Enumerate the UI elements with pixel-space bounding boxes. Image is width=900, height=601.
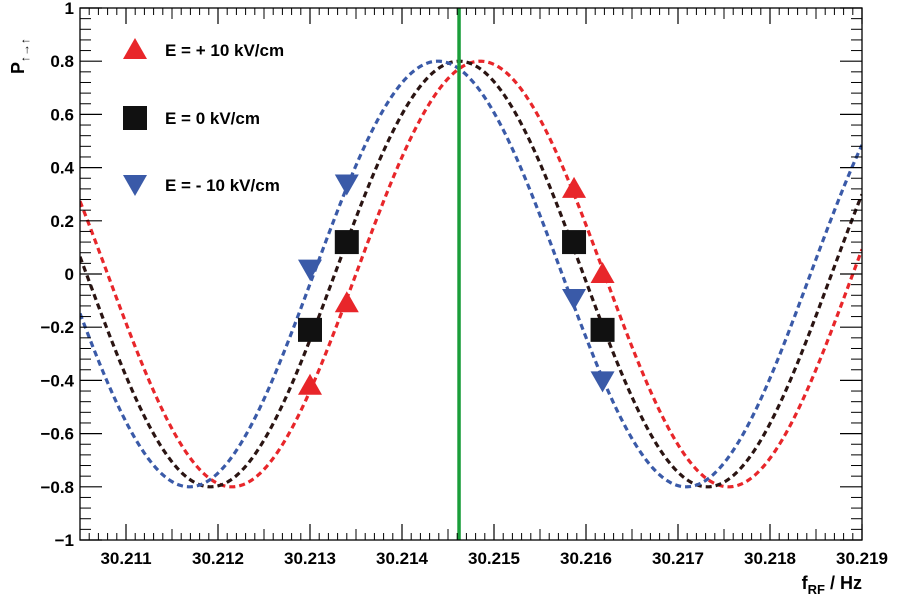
- y-tick-label: 0.6: [50, 105, 74, 124]
- x-tick-label: 30.217: [652, 549, 704, 568]
- y-axis-ticks: −1 −0.8 −0.6 −0.4 −0.2 0 0.2 0.4 0.6 0.8 1: [40, 0, 862, 550]
- marker-1-1: [334, 230, 359, 255]
- x-tick-label: 30.212: [192, 549, 244, 568]
- marker-1-2: [562, 230, 587, 255]
- y-tick-label: −0.2: [40, 318, 74, 337]
- marker-0-0: [298, 373, 322, 395]
- y-tick-label: 1: [65, 0, 74, 18]
- x-tick-label: 30.216: [560, 549, 612, 568]
- x-axis-title: fRF / Hz: [802, 573, 862, 597]
- x-tick-label: 30.218: [744, 549, 796, 568]
- x-axis-title-main: f: [802, 573, 809, 593]
- x-tick-label: 30.213: [284, 549, 336, 568]
- data-markers: [298, 174, 615, 395]
- y-tick-label: 0.4: [50, 159, 74, 178]
- marker-2-1: [334, 174, 359, 196]
- marker-2-0: [298, 259, 322, 281]
- legend-marker-0: [123, 38, 147, 59]
- plot-frame: [79, 7, 863, 541]
- y-tick-label: 0.8: [50, 52, 74, 71]
- legend: E = + 10 kV/cm E = 0 kV/cm E = - 10 kV/cm: [123, 38, 284, 196]
- model-curves: [80, 59, 862, 489]
- marker-1-0: [298, 317, 322, 342]
- x-axis-ticks: 30.211 30.212 30.213 30.214 30.215 30.216 30.2…: [88, 8, 888, 568]
- curve-2: [80, 59, 862, 489]
- marker-0-1: [334, 291, 359, 313]
- legend-label-2: E = - 10 kV/cm: [165, 176, 280, 195]
- legend-label-1: E = 0 kV/cm: [165, 109, 260, 128]
- x-tick-label: 30.211: [100, 549, 151, 568]
- x-tick-label: 30.215: [468, 549, 520, 568]
- y-tick-label: −1: [55, 531, 74, 550]
- legend-marker-1: [123, 106, 147, 130]
- y-axis-title: P↑→↑: [8, 38, 32, 74]
- y-axis-title-sub: ↑→↑: [18, 38, 32, 62]
- marker-1-3: [590, 317, 615, 342]
- marker-0-3: [590, 262, 615, 283]
- y-tick-label: 0.2: [50, 212, 74, 231]
- x-axis-title-sub: RF: [808, 582, 825, 597]
- y-tick-label: −0.4: [40, 371, 74, 390]
- x-tick-label: 30.214: [376, 549, 429, 568]
- marker-2-2: [562, 288, 587, 310]
- marker-2-3: [590, 371, 615, 393]
- y-tick-label: −0.6: [40, 425, 74, 444]
- y-axis-title-main: P: [8, 62, 28, 74]
- x-tick-label: 30.219: [836, 549, 888, 568]
- legend-label-0: E = + 10 kV/cm: [165, 41, 284, 60]
- y-tick-label: −0.8: [40, 478, 74, 497]
- svg-text:P↑→↑: P↑→↑: [8, 38, 32, 74]
- y-tick-label: 0: [65, 265, 74, 284]
- x-axis-title-unit: / Hz: [825, 573, 862, 593]
- marker-0-2: [562, 176, 587, 198]
- legend-marker-2: [123, 175, 147, 196]
- curve-1: [80, 59, 862, 489]
